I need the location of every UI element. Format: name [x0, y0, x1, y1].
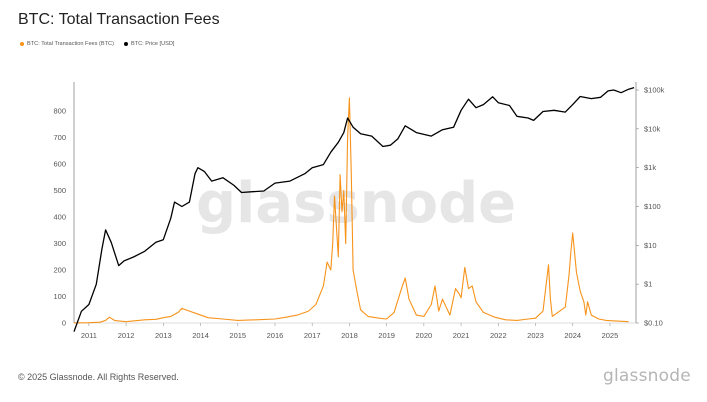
x-tick-label: 2017	[304, 331, 321, 340]
left-tick-label: 100	[53, 292, 66, 301]
legend-item-price[interactable]: BTC: Price [USD]	[123, 41, 175, 47]
plot-area	[73, 82, 637, 332]
x-tick-label: 2016	[267, 331, 284, 340]
legend-label-fees: BTC: Total Transaction Fees (BTC)	[27, 41, 114, 47]
legend-dot-price-icon	[123, 42, 128, 46]
left-tick-label: 300	[53, 239, 66, 248]
left-tick-label: 500	[53, 186, 66, 195]
right-tick-label: $0.10	[644, 319, 663, 328]
legend-label-price: BTC: Price [USD]	[130, 41, 175, 47]
left-tick-label: 800	[53, 107, 66, 116]
glassnode-logo[interactable]: glassnode	[603, 366, 691, 386]
x-tick-label: 2013	[155, 331, 172, 340]
x-tick-label: 2019	[378, 331, 395, 340]
x-tick-label: 2011	[81, 331, 97, 340]
left-tick-label: 600	[53, 160, 66, 169]
legend-item-fees[interactable]: BTC: Total Transaction Fees (BTC)	[20, 41, 114, 47]
x-tick-label: 2012	[118, 331, 135, 340]
chart-title: BTC: Total Transaction Fees	[18, 11, 220, 28]
x-tick-label: 2025	[602, 331, 619, 340]
right-axis-labels: $0.10 $1 $10 $100 $1k $10k $100k	[636, 86, 665, 328]
chart-legend: BTC: Total Transaction Fees (BTC) BTC: P…	[20, 41, 174, 47]
left-tick-label: 200	[53, 266, 66, 275]
legend-dot-fees-icon	[20, 42, 24, 46]
fees-series-line	[73, 97, 629, 324]
price-series-line	[73, 86, 635, 332]
right-tick-label: $1k	[644, 163, 656, 172]
left-tick-label: 400	[53, 213, 66, 222]
x-tick-label: 2023	[527, 331, 544, 340]
copyright-text: © 2025 Glassnode. All Rights Reserved.	[18, 372, 179, 382]
x-tick-label: 2021	[453, 331, 470, 340]
x-axis-labels: 2011 2012 2013 2014 2015 2016 2017 2018 2019 2020…	[81, 323, 618, 340]
left-tick-label: 0	[62, 319, 66, 328]
left-axis-labels: 0 100 200 300 400 500 600 700 800	[53, 107, 66, 328]
right-tick-label: $100	[644, 202, 661, 211]
right-tick-label: $10	[644, 241, 657, 250]
left-tick-label: 700	[53, 133, 66, 142]
x-tick-label: 2018	[341, 331, 358, 340]
x-tick-label: 2015	[229, 331, 246, 340]
right-tick-label: $100k	[644, 86, 665, 95]
x-tick-label: 2020	[416, 331, 433, 340]
right-tick-label: $1	[644, 280, 652, 289]
right-tick-label: $10k	[644, 124, 661, 133]
x-tick-label: 2024	[564, 331, 581, 340]
x-tick-label: 2022	[490, 331, 507, 340]
chart-watermark: glassnode	[196, 171, 516, 236]
x-tick-label: 2014	[192, 331, 209, 340]
